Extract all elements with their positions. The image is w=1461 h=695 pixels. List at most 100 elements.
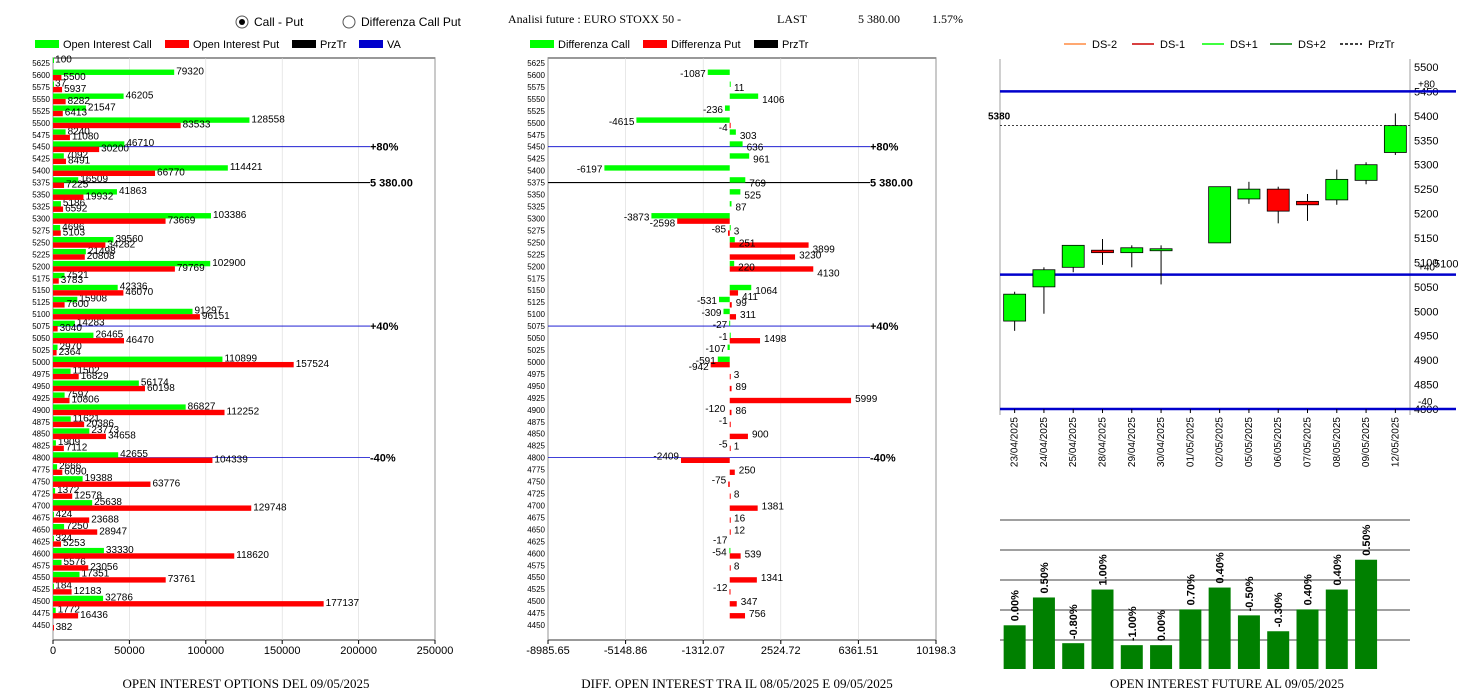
y-tick-label: 5300 [1414,160,1438,172]
y-tick-label: 4950 [1414,331,1438,343]
strike-label: 4550 [32,573,50,582]
bar-value-label: -120 [705,404,725,415]
put-bar [729,433,748,440]
date-label: 02/05/2025 [1215,417,1226,467]
date-label: 06/05/2025 [1273,417,1284,467]
call-bar [53,117,250,123]
bar-value-label: 5253 [63,538,86,549]
x-tick-label: -8985.65 [526,645,569,657]
bar-value-label: 8240 [68,126,91,137]
strike-label: 4525 [32,585,50,594]
bar-value-label: -1 [719,416,728,427]
strike-label: 4875 [527,418,545,427]
bar-value-label: -1087 [680,69,706,80]
bar-value-label: -3873 [624,212,650,223]
bar-value-label: 7521 [66,270,89,281]
left-oi-chart: 0 50000 100000 150000 200000 250000 5625 5600 55… [32,55,453,658]
call-bar [729,201,732,207]
put-bar [729,122,731,129]
last-label: LAST [777,12,808,26]
bar-value-label: 19932 [85,191,113,202]
bar-value-label: 5937 [64,84,87,95]
bar-value-label: 3 [734,226,740,237]
strike-label: 4850 [527,430,545,439]
bar-value-label: 525 [744,191,761,202]
call-bar [53,607,56,614]
candlestick-chart: 5500545054005350530052505200515051005050… [988,59,1458,467]
bar-value-label: 3 [734,370,740,381]
oi-bar [1150,645,1173,669]
put-bar [53,613,79,619]
bar-value-label: 37 [55,78,67,89]
strike-label: 5475 [32,131,50,140]
strike-label: 5000 [32,358,50,367]
legend-label: DS+2 [1298,39,1326,51]
radio-diff[interactable]: Differenza Call Put [342,15,461,29]
bar-value-label: 39560 [115,234,143,245]
put-bar [729,421,731,428]
strike-label: 5275 [32,226,50,235]
bar-value-label: 14283 [77,318,105,329]
call-bar [724,105,730,111]
strike-label: 5025 [527,346,545,355]
candle-body [1354,164,1378,181]
put-bar [729,601,737,607]
bar-value-label: 10806 [72,395,100,406]
radio-selected-dot-icon [239,19,245,25]
strike-label: 4650 [527,525,545,534]
call-bar [729,81,731,87]
call-bar [53,260,211,267]
y-tick-label: 5400 [1414,111,1438,123]
strike-label: 4900 [32,406,50,415]
bar-value-label: 3230 [799,250,822,261]
bar-value-label: 83533 [183,120,211,131]
put-bar [729,589,731,595]
bar-value-label: 41863 [119,186,147,197]
strike-label: 5550 [32,95,50,104]
call-bar [729,93,759,99]
strike-label: 4450 [527,621,545,630]
put-bar [729,505,758,511]
bar-value-label: 539 [745,549,762,560]
put-bar [729,493,731,499]
bar-value-label: 86827 [188,401,216,412]
put-bar [53,541,62,547]
call-bar [53,165,228,171]
oi-change-label: 0.40% [1215,552,1227,583]
date-label: 12/05/2025 [1390,417,1401,467]
strike-label: 5000 [527,358,545,367]
bar-value-label: 28947 [99,526,127,537]
strike-label: 5250 [32,238,50,247]
bar-value-label: 8282 [68,96,91,107]
bar-value-label: 73669 [168,215,196,226]
strike-label: 5575 [527,83,545,92]
bar-value-label: 8 [734,490,740,501]
strike-label: 5075 [527,322,545,331]
strike-label: 5350 [32,191,50,200]
oi-change-label: 0.40% [1332,554,1344,585]
date-label: 01/05/2025 [1185,417,1196,467]
oi-change-label: 0.00% [1010,590,1022,621]
strike-label: 4500 [527,597,545,606]
oi-change-label: 0.40% [1303,574,1315,605]
level-label: +80 [1418,79,1435,90]
call-bar [53,225,61,231]
radio-diff-circle[interactable] [342,15,356,29]
bar-value-label: 1406 [762,95,785,106]
strike-label: 4750 [32,478,50,487]
bar-value-label: 2666 [59,461,82,472]
bar-value-label: -54 [712,547,727,558]
put-bar [729,553,741,559]
bar-value-label: 347 [741,597,758,608]
strike-label: 5425 [32,155,50,164]
radio-call-put[interactable]: Call - Put [235,15,304,29]
call-bar [53,416,71,422]
bar-value-label: -75 [712,476,727,487]
call-bar [729,177,746,183]
bar-value-label: 303 [740,131,757,142]
bar-value-label: 220 [738,262,755,273]
call-bar [727,344,730,350]
oi-bar [1355,559,1378,669]
call-bar [729,332,731,339]
bar-value-label: 5999 [855,394,878,405]
